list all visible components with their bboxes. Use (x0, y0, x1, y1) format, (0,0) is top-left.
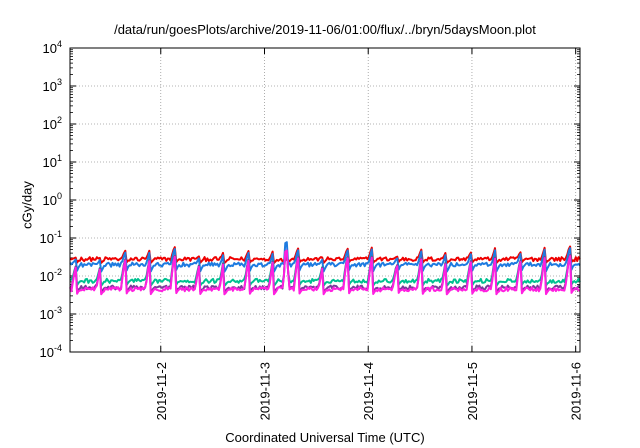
plot-frame (69, 47, 581, 353)
series-line (70, 249, 581, 293)
chart-title: /data/run/goesPlots/archive/2019-11-06/0… (114, 22, 536, 37)
y-tick-label: 10-3 (40, 305, 62, 322)
x-tick-label: 2019-11-3 (257, 362, 272, 420)
series-line (69, 249, 581, 296)
y-tick-label: 10-4 (40, 343, 62, 360)
y-tick-label: 103 (43, 77, 62, 94)
y-tick-label: 104 (43, 39, 62, 56)
x-tick-label: 2019-11-2 (154, 362, 169, 420)
y-tick-label: 102 (43, 115, 62, 132)
y-tick-label: 10-1 (40, 229, 62, 246)
x-axis-label: Coordinated Universal Time (UTC) (225, 430, 425, 445)
series-line (69, 245, 581, 264)
y-tick-label: 100 (43, 191, 62, 208)
y-tick-label: 101 (43, 153, 62, 170)
x-tick-label: 2019-11-5 (465, 362, 480, 420)
x-tick-label: 2019-11-4 (361, 362, 376, 420)
y-tick-label: 10-2 (40, 267, 62, 284)
x-tick-label: 2019-11-6 (569, 362, 584, 420)
series-line (69, 241, 581, 273)
